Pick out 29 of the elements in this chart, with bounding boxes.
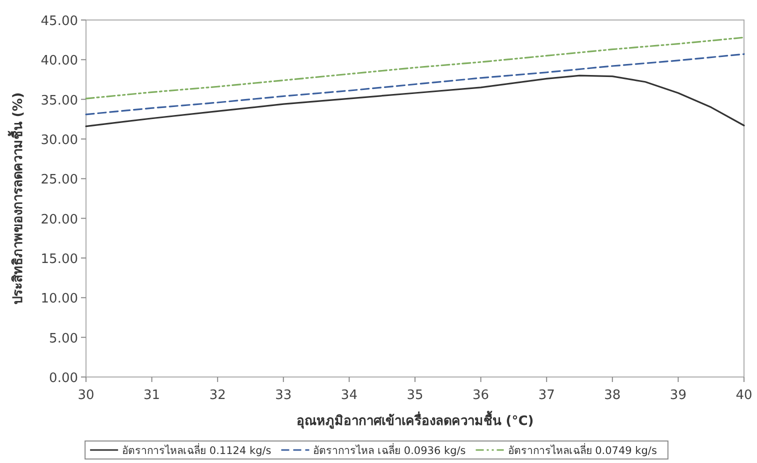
y-tick-label: 45.00 (40, 14, 78, 29)
y-tick-label: 40.00 (40, 54, 78, 69)
y-tick-label: 25.00 (40, 172, 78, 188)
x-tick-label: 39 (670, 388, 686, 403)
y-tick-label: 10.00 (40, 292, 78, 307)
x-tick-label: 40 (736, 388, 752, 403)
y-tick-label: 0.00 (49, 371, 78, 386)
y-tick-label: 15.00 (40, 252, 78, 267)
line-series (85, 53, 745, 116)
y-tick-label: 20.00 (40, 212, 78, 228)
line-series (85, 36, 745, 100)
x-tick-label: 30 (78, 388, 94, 403)
x-tick-label: 37 (538, 388, 555, 403)
x-tick-label: 31 (144, 388, 160, 403)
x-tick-label: 34 (340, 388, 358, 403)
x-tick-label: 35 (406, 388, 424, 403)
y-tick-label: 30.00 (40, 133, 78, 148)
x-tick-label: 36 (472, 388, 490, 403)
legend-label: อัตราการไหล เฉลี่ย 0.0936 kg/s (313, 443, 466, 457)
legend-label: อัตราการไหลเฉลี่ย 0.0749 kg/s (508, 443, 657, 457)
x-tick-label: 32 (209, 388, 226, 403)
y-tick-label: 35.00 (40, 93, 78, 108)
y-tick-label: 5.00 (49, 331, 78, 346)
legend-label: อัตราการไหลเฉลี่ย 0.1124 kg/s (122, 443, 272, 457)
line-series (85, 74, 745, 128)
x-tick-label: 38 (604, 388, 621, 403)
x-tick-label: 33 (275, 388, 292, 403)
x-axis-title: อุณหภูมิอากาศเข้าเครื่องลดความชื้น (°C) (296, 410, 534, 429)
y-axis-title: ประสิทธิภาพของการลดความชื้น (%) (7, 92, 26, 305)
